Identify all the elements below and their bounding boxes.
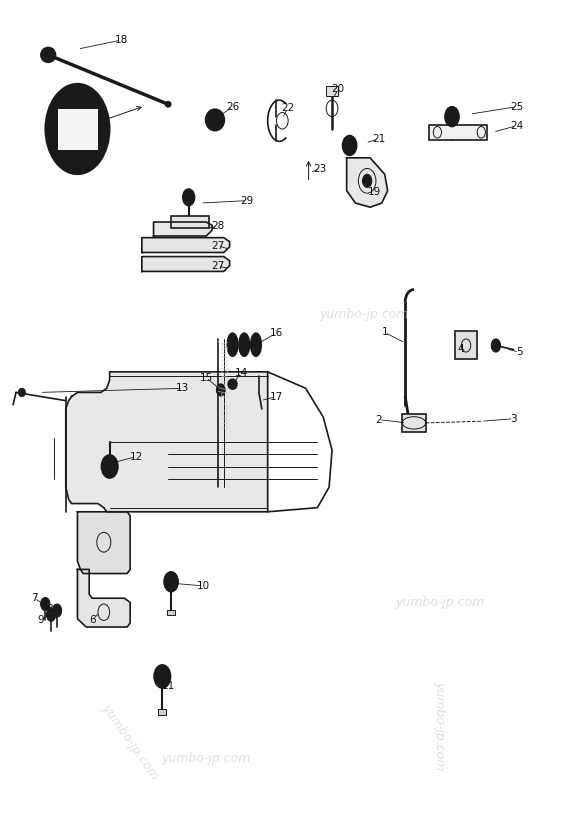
Text: 8: 8 xyxy=(46,604,53,614)
Ellipse shape xyxy=(41,47,55,62)
Text: 27: 27 xyxy=(211,262,225,272)
Bar xyxy=(429,125,487,140)
Polygon shape xyxy=(78,569,130,627)
Ellipse shape xyxy=(43,50,54,60)
Text: yumbo-jp.com: yumbo-jp.com xyxy=(218,339,230,429)
Text: 28: 28 xyxy=(211,221,225,231)
Circle shape xyxy=(45,83,109,174)
Text: 10: 10 xyxy=(197,581,210,591)
Text: 17: 17 xyxy=(270,392,283,401)
Text: 12: 12 xyxy=(129,452,143,462)
Ellipse shape xyxy=(228,333,238,356)
Ellipse shape xyxy=(217,384,225,396)
Circle shape xyxy=(41,597,50,610)
Text: 7: 7 xyxy=(31,593,38,603)
Circle shape xyxy=(491,339,500,352)
Bar xyxy=(402,414,426,432)
Circle shape xyxy=(102,455,118,478)
Text: 29: 29 xyxy=(240,196,254,206)
Circle shape xyxy=(362,174,372,188)
Text: 26: 26 xyxy=(226,102,239,112)
Circle shape xyxy=(183,189,195,206)
Ellipse shape xyxy=(239,333,249,356)
Text: 14: 14 xyxy=(235,368,248,377)
Text: 23: 23 xyxy=(314,164,327,173)
Ellipse shape xyxy=(250,333,261,356)
Text: 20: 20 xyxy=(331,84,345,94)
Text: 16: 16 xyxy=(270,328,283,338)
Text: 9: 9 xyxy=(38,615,45,624)
Circle shape xyxy=(219,387,223,393)
Bar xyxy=(326,86,338,96)
Text: 2: 2 xyxy=(376,415,382,425)
Polygon shape xyxy=(142,257,230,272)
Bar xyxy=(57,108,98,150)
Text: 11: 11 xyxy=(162,681,175,691)
Polygon shape xyxy=(153,222,212,236)
Text: yumbo-jp.com: yumbo-jp.com xyxy=(162,752,251,765)
Bar xyxy=(171,216,209,228)
Polygon shape xyxy=(78,512,130,573)
Circle shape xyxy=(164,572,178,591)
Circle shape xyxy=(52,604,62,617)
Text: 4: 4 xyxy=(457,344,464,354)
Text: 25: 25 xyxy=(510,102,523,112)
Text: 6: 6 xyxy=(89,615,95,625)
Bar xyxy=(455,330,477,359)
Text: 22: 22 xyxy=(282,102,295,112)
Text: 13: 13 xyxy=(176,383,189,393)
Text: 3: 3 xyxy=(510,414,517,424)
Polygon shape xyxy=(347,158,387,207)
Polygon shape xyxy=(66,372,268,512)
Text: yumbo-jp.com: yumbo-jp.com xyxy=(396,596,485,609)
Text: 1: 1 xyxy=(382,327,388,337)
Ellipse shape xyxy=(206,109,225,131)
Text: 27: 27 xyxy=(211,241,225,251)
Circle shape xyxy=(445,107,459,126)
Circle shape xyxy=(46,608,56,621)
Text: 15: 15 xyxy=(199,373,213,382)
Text: 19: 19 xyxy=(368,187,382,197)
Ellipse shape xyxy=(210,114,220,126)
Bar xyxy=(158,710,166,715)
Text: yumbo-jp.com: yumbo-jp.com xyxy=(99,702,161,782)
Text: 18: 18 xyxy=(115,35,128,45)
Text: 24: 24 xyxy=(510,121,523,131)
Circle shape xyxy=(154,665,171,688)
Ellipse shape xyxy=(165,102,171,107)
Text: 5: 5 xyxy=(516,347,523,357)
Bar xyxy=(167,610,175,615)
Ellipse shape xyxy=(18,388,25,396)
Text: yumbo-jp.com: yumbo-jp.com xyxy=(434,681,447,771)
Text: yumbo-jp.com: yumbo-jp.com xyxy=(319,308,409,320)
Polygon shape xyxy=(142,238,230,253)
Ellipse shape xyxy=(228,379,237,389)
Circle shape xyxy=(343,135,356,155)
Text: 21: 21 xyxy=(372,134,386,144)
